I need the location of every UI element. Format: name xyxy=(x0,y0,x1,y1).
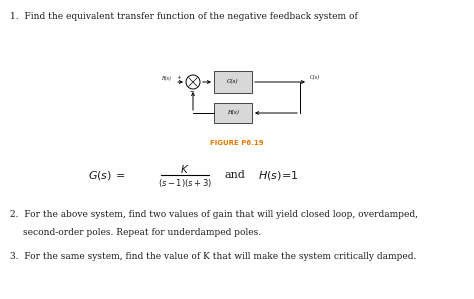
Text: +: + xyxy=(176,75,181,80)
Text: H(s): H(s) xyxy=(227,110,239,116)
Text: C(s): C(s) xyxy=(310,75,320,80)
Text: second-order poles. Repeat for underdamped poles.: second-order poles. Repeat for underdamp… xyxy=(23,228,261,237)
Text: −: − xyxy=(190,88,194,93)
Text: $K$: $K$ xyxy=(180,163,190,175)
FancyBboxPatch shape xyxy=(214,71,252,93)
Text: $(s-1)(s+3)$: $(s-1)(s+3)$ xyxy=(158,177,212,189)
Text: 3.  For the same system, find the value of K that will make the system criticall: 3. For the same system, find the value o… xyxy=(10,252,416,261)
Text: R(s): R(s) xyxy=(161,76,171,81)
Text: $G(s)\,=$: $G(s)\,=$ xyxy=(88,169,125,181)
Text: and: and xyxy=(225,170,246,180)
Text: 2.  For the above system, find two values of gain that will yield closed loop, o: 2. For the above system, find two values… xyxy=(10,210,418,219)
Text: $H(s)\!=\!1$: $H(s)\!=\!1$ xyxy=(258,169,299,181)
Text: G(s): G(s) xyxy=(227,80,239,85)
Text: FIGURE P6.19: FIGURE P6.19 xyxy=(210,140,264,146)
FancyBboxPatch shape xyxy=(214,103,252,123)
Text: 1.  Find the equivalent transfer function of the negative feedback system of: 1. Find the equivalent transfer function… xyxy=(10,12,358,21)
